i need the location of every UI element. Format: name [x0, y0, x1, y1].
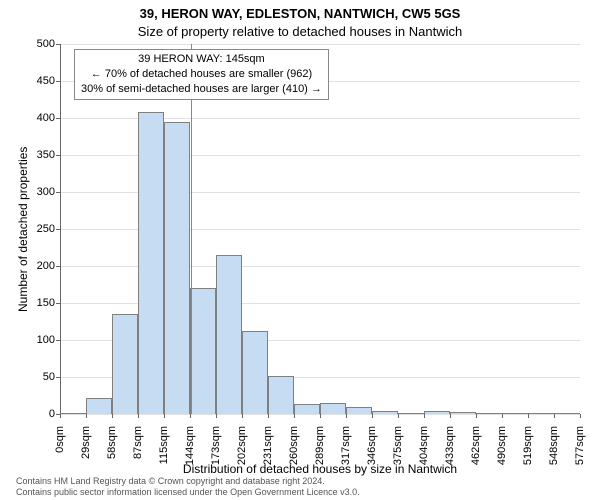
histogram-bar — [86, 398, 112, 414]
x-tick-mark — [346, 414, 347, 418]
x-tick-mark — [138, 414, 139, 418]
gridline — [60, 44, 580, 45]
y-tick-mark — [56, 192, 60, 193]
y-tick-label: 250 — [15, 223, 55, 235]
y-tick-label: 400 — [15, 112, 55, 124]
y-axis-line — [60, 44, 61, 414]
x-tick-mark — [372, 414, 373, 418]
y-tick-mark — [56, 266, 60, 267]
annotation-line1: 39 HERON WAY: 145sqm — [81, 52, 322, 67]
chart-plot-area: 39 HERON WAY: 145sqm← 70% of detached ho… — [60, 44, 580, 414]
x-tick-mark — [268, 414, 269, 418]
chart-title-main: 39, HERON WAY, EDLESTON, NANTWICH, CW5 5… — [0, 6, 600, 21]
y-tick-label: 500 — [15, 38, 55, 50]
y-tick-mark — [56, 229, 60, 230]
x-tick-mark — [476, 414, 477, 418]
x-tick-mark — [294, 414, 295, 418]
y-tick-label: 50 — [15, 371, 55, 383]
footer-attribution: Contains HM Land Registry data © Crown c… — [16, 476, 360, 498]
y-tick-label: 100 — [15, 334, 55, 346]
y-tick-mark — [56, 81, 60, 82]
y-tick-label: 450 — [15, 75, 55, 87]
x-tick-mark — [190, 414, 191, 418]
x-tick-mark — [554, 414, 555, 418]
footer-line2: Contains public sector information licen… — [16, 487, 360, 498]
y-tick-mark — [56, 340, 60, 341]
x-tick-mark — [398, 414, 399, 418]
x-tick-mark — [242, 414, 243, 418]
histogram-bar — [242, 331, 268, 414]
y-tick-label: 200 — [15, 260, 55, 272]
y-tick-mark — [56, 44, 60, 45]
x-tick-mark — [450, 414, 451, 418]
x-tick-mark — [112, 414, 113, 418]
y-tick-label: 350 — [15, 149, 55, 161]
histogram-bar — [450, 412, 476, 414]
histogram-bar — [190, 288, 216, 414]
x-tick-mark — [320, 414, 321, 418]
y-tick-mark — [56, 118, 60, 119]
x-tick-mark — [580, 414, 581, 418]
annotation-box: 39 HERON WAY: 145sqm← 70% of detached ho… — [74, 49, 329, 100]
histogram-bar — [138, 112, 164, 414]
x-axis-label: Distribution of detached houses by size … — [60, 462, 580, 476]
histogram-bar — [424, 411, 450, 414]
x-tick-mark — [216, 414, 217, 418]
histogram-bar — [346, 407, 372, 414]
histogram-bar — [476, 413, 502, 414]
annotation-line3: 30% of semi-detached houses are larger (… — [81, 82, 322, 97]
y-tick-mark — [56, 155, 60, 156]
annotation-line2: ← 70% of detached houses are smaller (96… — [81, 67, 322, 82]
y-tick-mark — [56, 377, 60, 378]
footer-line1: Contains HM Land Registry data © Crown c… — [16, 476, 360, 487]
histogram-bar — [294, 404, 320, 414]
histogram-bar — [216, 255, 242, 414]
histogram-bar — [398, 413, 424, 414]
histogram-bar — [528, 413, 554, 414]
x-tick-mark — [528, 414, 529, 418]
y-tick-label: 300 — [15, 186, 55, 198]
histogram-bar — [320, 403, 346, 414]
histogram-bar — [268, 376, 294, 414]
x-tick-mark — [502, 414, 503, 418]
histogram-bar — [112, 314, 138, 414]
x-tick-mark — [424, 414, 425, 418]
y-tick-label: 150 — [15, 297, 55, 309]
x-tick-mark — [60, 414, 61, 418]
histogram-bar — [372, 411, 398, 414]
histogram-bar — [60, 413, 86, 414]
histogram-bar — [554, 413, 580, 414]
histogram-bar — [502, 413, 528, 414]
x-tick-mark — [86, 414, 87, 418]
x-tick-mark — [164, 414, 165, 418]
histogram-bar — [164, 122, 190, 414]
chart-title-sub: Size of property relative to detached ho… — [0, 24, 600, 39]
y-tick-mark — [56, 303, 60, 304]
y-tick-label: 0 — [15, 408, 55, 420]
